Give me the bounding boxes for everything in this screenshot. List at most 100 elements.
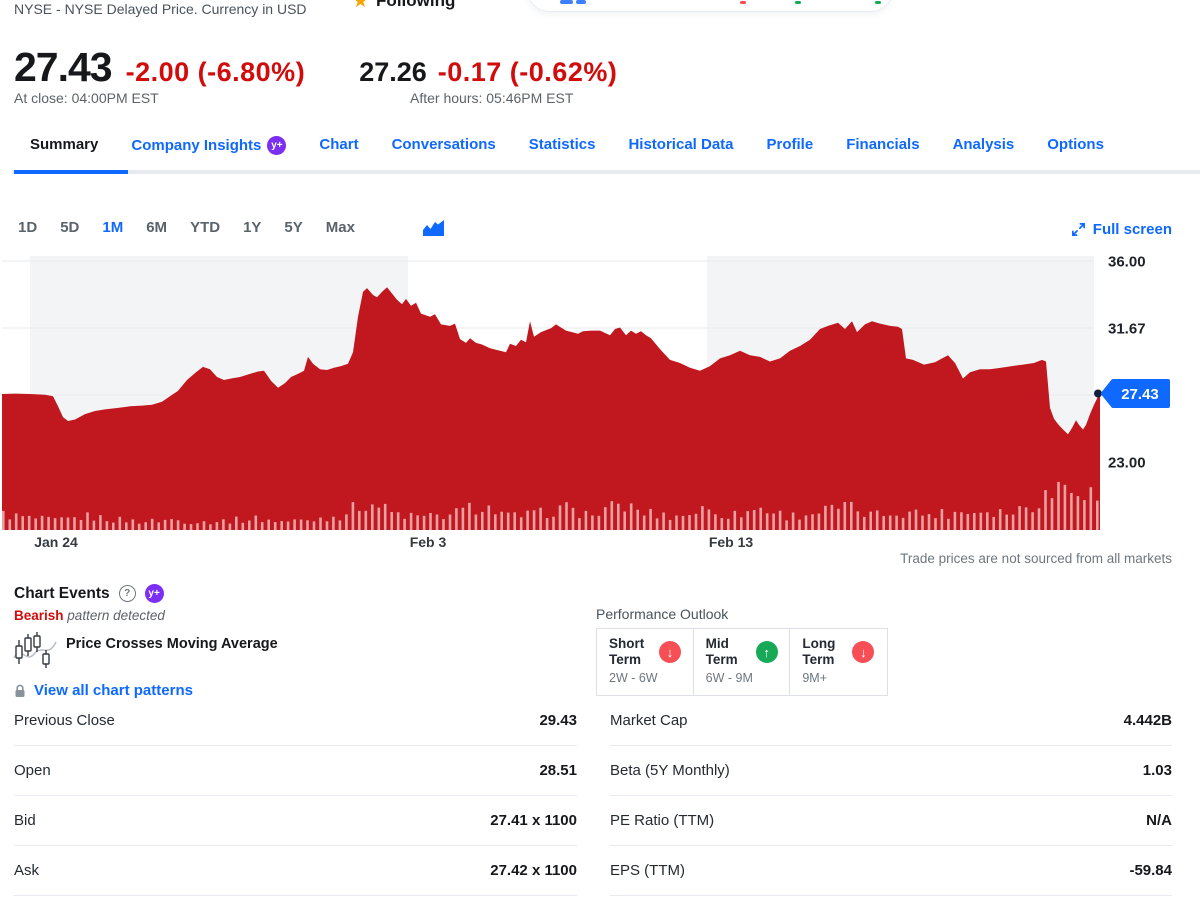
volume-bar <box>830 504 834 530</box>
quote-row-market-cap: Market Cap 4.442B <box>610 696 1172 746</box>
volume-bar <box>248 520 251 530</box>
range-option-max[interactable]: Max <box>325 219 355 236</box>
tab-historical-data[interactable]: Historical Data <box>628 136 733 153</box>
performance-outlook-box: Short Term ↓ 2W - 6W Mid Term ↑ 6W - 9M Long T… <box>596 628 888 696</box>
range-option-1d[interactable]: 1D <box>18 219 38 236</box>
tab-analysis[interactable]: Analysis <box>953 136 1015 153</box>
volume-bar <box>14 513 18 530</box>
after-hours-change: -0.17 (-0.62%) <box>437 57 618 87</box>
tab-label: Summary <box>30 136 99 153</box>
volume-bar <box>552 516 555 530</box>
view-all-patterns-link[interactable]: View all chart patterns <box>14 682 193 699</box>
range-option-6m[interactable]: 6M <box>146 219 168 236</box>
volume-bar <box>163 519 167 530</box>
premium-badge-icon[interactable]: y+ <box>144 584 164 603</box>
volume-bar <box>150 518 154 530</box>
volume-bar <box>636 509 639 530</box>
tab-label: Analysis <box>952 136 1015 153</box>
tab-label: Profile <box>766 136 814 153</box>
tab-summary[interactable]: Summary <box>30 136 98 153</box>
volume-bar <box>338 520 342 530</box>
volume-bar <box>461 507 465 530</box>
volume-bar <box>312 521 316 530</box>
area-chart-type-icon[interactable] <box>422 219 444 236</box>
volume-bar <box>137 523 141 530</box>
tab-financials[interactable]: Financials <box>846 136 919 153</box>
volume-bar <box>765 513 769 530</box>
tab-profile[interactable]: Profile <box>767 136 814 153</box>
x-axis-label: Feb 3 <box>410 534 447 550</box>
outlook-cell-short-term: Short Term ↓ 2W - 6W <box>597 629 694 695</box>
volume-bar <box>798 519 801 530</box>
range-option-1y[interactable]: 1Y <box>243 219 262 236</box>
volume-bar <box>539 507 542 530</box>
quote-table-right: Market Cap 4.442B Beta (5Y Monthly) 1.03 PE … <box>610 696 1172 896</box>
volume-bar <box>396 512 400 530</box>
volume-bar <box>733 510 737 530</box>
tab-chart[interactable]: Chart <box>319 136 358 153</box>
star-icon[interactable]: ★ <box>352 0 370 12</box>
volume-bar <box>99 515 102 530</box>
fullscreen-button[interactable]: Full screen <box>1071 221 1172 238</box>
volume-bar <box>196 523 199 530</box>
volume-bar <box>273 522 277 530</box>
volume-bar <box>358 510 361 530</box>
outlook-range: 2W - 6W <box>609 671 658 686</box>
volume-bar <box>390 512 393 530</box>
volume-bar <box>1005 514 1008 530</box>
outlook-range: 6W - 9M <box>705 671 753 686</box>
quote-row-previous-close: Previous Close 29.43 <box>14 696 577 746</box>
tab-conversations[interactable]: Conversations <box>392 136 496 153</box>
ticker-link-mark <box>576 0 586 4</box>
volume-bar <box>2 510 5 530</box>
quote-value: 27.41 x 1100 <box>490 812 577 829</box>
quote-label: Open <box>14 762 51 779</box>
x-axis-label: Jan 24 <box>34 534 78 550</box>
volume-bar <box>429 513 432 530</box>
last-price-badge-label: 27.43 <box>1121 386 1159 403</box>
tab-company-insights[interactable]: Company Insights y+ <box>131 136 287 155</box>
active-tab-indicator <box>14 170 128 174</box>
volume-bar <box>403 518 406 530</box>
premium-badge-icon[interactable]: y+ <box>267 136 287 155</box>
ticker-link-mark <box>560 0 573 4</box>
price-chart[interactable]: 36.00 31.67 23.00 Jan 24 Feb 3 Feb 13 27.43 <box>0 250 1200 562</box>
volume-bar <box>811 514 814 530</box>
quote-label: Beta (5Y Monthly) <box>610 762 730 779</box>
outlook-term-label: Short Term <box>609 636 645 668</box>
volume-bar <box>519 517 523 530</box>
volume-bar <box>966 514 970 530</box>
volume-bar <box>254 515 258 530</box>
volume-bar <box>824 505 827 530</box>
volume-bar <box>183 523 186 530</box>
tab-options[interactable]: Options <box>1047 136 1104 153</box>
down-arrow-icon: ↓ <box>852 641 875 664</box>
quote-value: 28.51 <box>539 762 577 779</box>
volume-bar <box>720 518 724 530</box>
volume-bar <box>986 512 989 530</box>
tab-statistics[interactable]: Statistics <box>529 136 596 153</box>
quote-row-pe-ratio-ttm-: PE Ratio (TTM) N/A <box>610 796 1172 846</box>
outlook-term-label: Mid Term <box>705 636 738 668</box>
volume-bar <box>228 523 232 530</box>
range-option-ytd[interactable]: YTD <box>190 219 221 236</box>
tab-label: Historical Data <box>628 136 734 153</box>
range-option-5d[interactable]: 5D <box>60 219 80 236</box>
volume-bar <box>642 515 646 530</box>
nav-tabs: Summary Company Insights y+ Chart Conversati… <box>0 136 1200 174</box>
volume-bar <box>267 519 270 530</box>
volume-bar <box>176 520 180 530</box>
outlook-cell-long-term: Long Term ↓ 9M+ <box>790 629 887 695</box>
down-tick-mark <box>740 1 746 4</box>
range-option-5y[interactable]: 5Y <box>284 219 303 236</box>
volume-bar <box>202 521 206 530</box>
help-icon[interactable]: ? <box>118 585 136 602</box>
volume-bar <box>623 511 626 530</box>
volume-bar <box>668 519 672 530</box>
volume-bar <box>869 511 872 530</box>
volume-bar <box>740 517 743 530</box>
ticker-strip-card[interactable] <box>527 0 893 12</box>
range-option-1m[interactable]: 1M <box>102 219 124 236</box>
following-button[interactable]: ★ Following <box>352 0 455 11</box>
